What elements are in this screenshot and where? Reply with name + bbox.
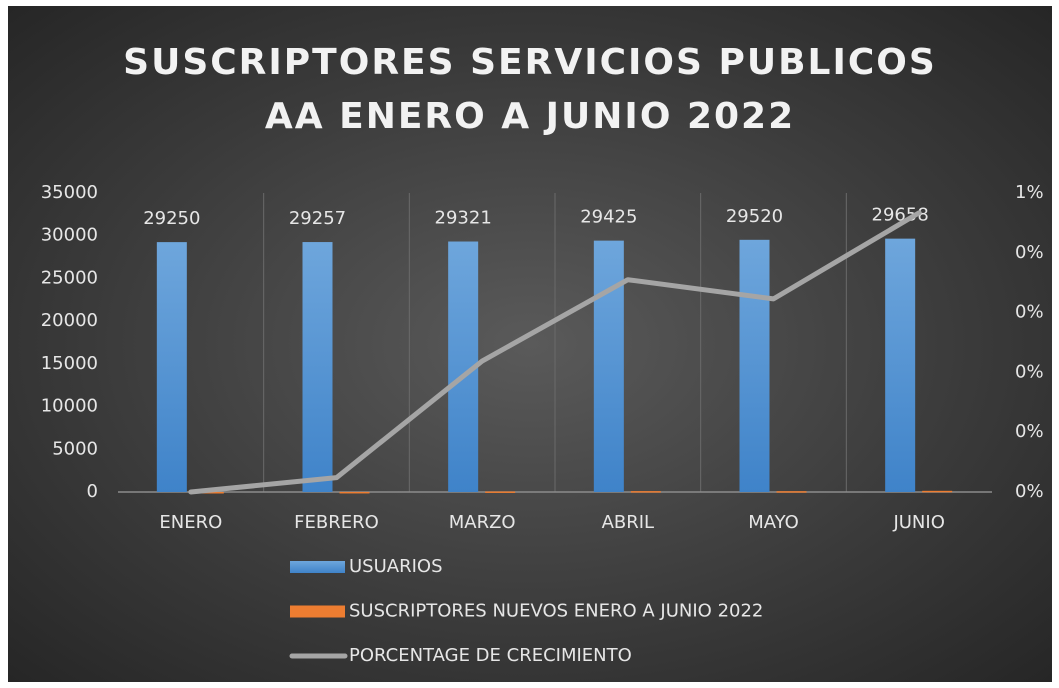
data-label: 29520 [726,206,783,227]
y-tick-label: 5000 [52,438,98,459]
bar [485,491,516,493]
x-tick-label: MAYO [748,512,799,533]
bar [776,491,807,493]
data-label: 29250 [143,208,200,229]
bar [156,242,187,492]
legend-label: USUARIOS [349,556,443,577]
y2-tick-label: 0% [1015,361,1044,382]
y-tick-label: 30000 [41,225,98,246]
bar [885,238,916,492]
legend-swatch [290,605,345,618]
y-tick-label: 15000 [41,353,98,374]
bar [302,242,333,492]
data-label: 29321 [435,208,492,229]
y2-tick-label: 0% [1015,421,1044,442]
y-tick-label: 25000 [41,267,98,288]
x-tick-label: ENERO [159,512,222,533]
chart-title: SUSCRIPTORES SERVICIOS PUBLICOS AA ENERO… [123,42,937,137]
y2-tick-label: 1% [1015,182,1044,203]
y-tick-label: 35000 [41,182,98,203]
x-tick-label: ABRIL [602,512,655,533]
x-tick-label: FEBRERO [294,512,379,533]
legend-swatch [290,561,345,573]
bar [193,492,224,494]
y-tick-label: 0 [87,481,98,502]
data-label: 29425 [580,207,637,228]
data-label: 29658 [872,205,929,226]
legend-label: SUSCRIPTORES NUEVOS ENERO A JUNIO 2022 [349,601,763,622]
bar [593,240,624,492]
data-label: 29257 [289,208,346,229]
x-tick-label: MARZO [449,512,516,533]
y-tick-label: 20000 [41,310,98,331]
y-tick-label: 10000 [41,396,98,417]
y2-tick-label: 0% [1015,481,1044,502]
x-tick-label: JUNIO [892,512,944,533]
bar [339,491,370,494]
bar [922,490,953,493]
bar [739,239,770,492]
y2-tick-label: 0% [1015,242,1044,263]
line [188,210,922,495]
y2-tick-label: 0% [1015,302,1044,323]
legend-label: PORCENTAGE DE CRECIMIENTO [349,645,632,666]
bar [630,491,661,493]
